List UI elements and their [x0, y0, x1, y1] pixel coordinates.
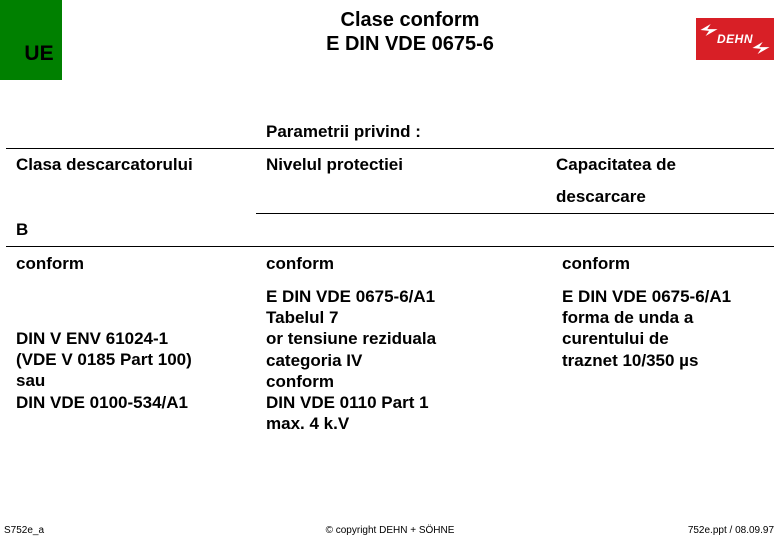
- table-row: Clasa descarcatorului Nivelul protectiei…: [6, 149, 774, 182]
- table-row: B: [6, 214, 774, 247]
- c2-conform: conform: [256, 246, 546, 280]
- ue-green-block: [0, 0, 62, 80]
- title-line1: Clase conform: [240, 8, 580, 32]
- slide-title: Clase conform E DIN VDE 0675-6: [240, 8, 580, 56]
- slide: UE Clase conform E DIN VDE 0675-6 DEHN P…: [0, 0, 780, 540]
- classes-table: Parametrii privind : Clasa descarcatorul…: [6, 116, 774, 441]
- logo-text: DEHN: [717, 32, 753, 46]
- cell-empty: [256, 181, 546, 214]
- lightning-icon: [700, 24, 718, 36]
- dehn-logo: DEHN: [696, 18, 774, 60]
- class-header: Clasa descarcatorului: [6, 149, 256, 214]
- c1-conform: conform: [6, 246, 256, 280]
- footer-right: 752e.ppt / 08.09.97: [688, 525, 774, 536]
- col-capacity-l1: Capacitatea de: [546, 149, 774, 182]
- c2-block: E DIN VDE 0675-6/A1 Tabelul 7 or tensiun…: [256, 280, 546, 441]
- cell-empty: [546, 214, 774, 247]
- c3-block: E DIN VDE 0675-6/A1 forma de unda a cure…: [546, 280, 774, 441]
- c1-block: DIN V ENV 61024-1 (VDE V 0185 Part 100) …: [6, 280, 256, 441]
- cell-empty: [6, 116, 256, 149]
- table-row: conform conform conform: [6, 246, 774, 280]
- table-row: DIN V ENV 61024-1 (VDE V 0185 Part 100) …: [6, 280, 774, 441]
- table-row: Parametrii privind :: [6, 116, 774, 149]
- ue-label: UE: [8, 42, 70, 66]
- title-line2: E DIN VDE 0675-6: [240, 32, 580, 56]
- col-nivel: Nivelul protectiei: [256, 149, 546, 182]
- class-b-label: B: [6, 214, 256, 247]
- params-header: Parametrii privind :: [256, 116, 774, 149]
- lightning-icon: [752, 42, 770, 54]
- cell-empty: [256, 214, 546, 247]
- footer-center: © copyright DEHN + SÖHNE: [0, 525, 780, 536]
- c3-conform: conform: [546, 246, 774, 280]
- col-capacity-l2: descarcare: [546, 181, 774, 214]
